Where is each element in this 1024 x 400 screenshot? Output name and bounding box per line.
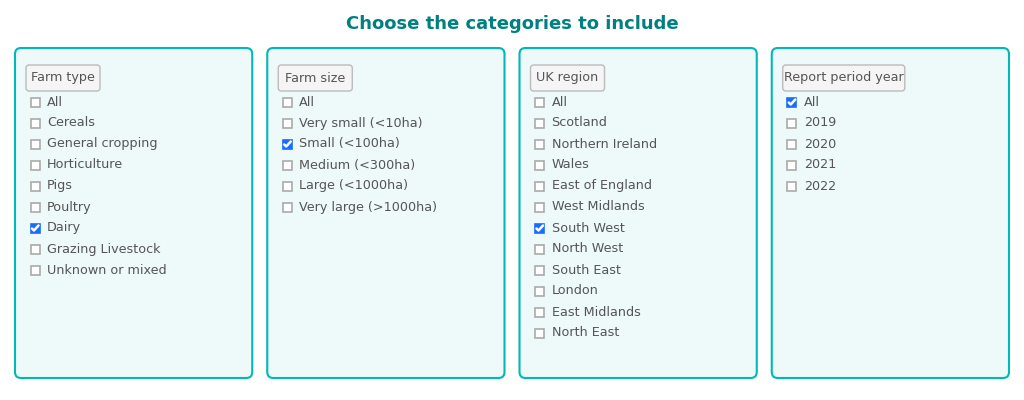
Text: Farm type: Farm type (31, 72, 95, 84)
Bar (535, 266, 544, 274)
Bar (31, 202, 40, 212)
Bar (787, 118, 797, 128)
Bar (31, 140, 40, 148)
Bar (31, 182, 40, 190)
Text: Horticulture: Horticulture (47, 158, 123, 172)
FancyBboxPatch shape (519, 48, 757, 378)
Text: Very large (>1000ha): Very large (>1000ha) (299, 200, 437, 214)
Text: Dairy: Dairy (47, 222, 81, 234)
Text: Farm size: Farm size (285, 72, 345, 84)
Text: 2019: 2019 (804, 116, 836, 130)
Text: Choose the categories to include: Choose the categories to include (346, 15, 678, 33)
Text: East of England: East of England (552, 180, 651, 192)
Bar (283, 140, 292, 148)
Bar (31, 244, 40, 254)
Text: All: All (47, 96, 63, 108)
Text: All: All (299, 96, 315, 108)
Text: South East: South East (552, 264, 621, 276)
Text: General cropping: General cropping (47, 138, 158, 150)
Bar (787, 98, 797, 106)
Text: East Midlands: East Midlands (552, 306, 640, 318)
Text: 2021: 2021 (804, 158, 836, 172)
Bar (283, 98, 292, 106)
Bar (31, 160, 40, 170)
Bar (31, 266, 40, 274)
FancyBboxPatch shape (267, 48, 505, 378)
Bar (31, 98, 40, 106)
FancyBboxPatch shape (26, 65, 100, 91)
Text: Very small (<10ha): Very small (<10ha) (299, 116, 423, 130)
Text: All: All (552, 96, 567, 108)
Bar (31, 118, 40, 128)
Bar (535, 98, 544, 106)
Bar (787, 182, 797, 190)
Text: Poultry: Poultry (47, 200, 91, 214)
Text: West Midlands: West Midlands (552, 200, 644, 214)
Text: Scotland: Scotland (552, 116, 607, 130)
Bar (283, 182, 292, 190)
Text: Grazing Livestock: Grazing Livestock (47, 242, 161, 256)
FancyBboxPatch shape (772, 48, 1009, 378)
Text: Wales: Wales (552, 158, 590, 172)
Text: Unknown or mixed: Unknown or mixed (47, 264, 167, 276)
Text: Large (<1000ha): Large (<1000ha) (299, 180, 409, 192)
Text: North West: North West (552, 242, 623, 256)
Bar (283, 202, 292, 212)
Bar (787, 140, 797, 148)
Text: Small (<100ha): Small (<100ha) (299, 138, 400, 150)
Text: Pigs: Pigs (47, 180, 73, 192)
Bar (535, 140, 544, 148)
Bar (787, 160, 797, 170)
Bar (535, 244, 544, 254)
Text: Report period year: Report period year (784, 72, 903, 84)
Bar (535, 286, 544, 296)
FancyBboxPatch shape (279, 65, 352, 91)
Bar (31, 224, 40, 232)
Bar (535, 202, 544, 212)
Text: Medium (<300ha): Medium (<300ha) (299, 158, 416, 172)
Bar (535, 328, 544, 338)
Text: 2020: 2020 (804, 138, 836, 150)
FancyBboxPatch shape (15, 48, 252, 378)
Bar (535, 182, 544, 190)
Text: All: All (804, 96, 820, 108)
Bar (535, 308, 544, 316)
FancyBboxPatch shape (782, 65, 905, 91)
Text: Northern Ireland: Northern Ireland (552, 138, 656, 150)
Text: Cereals: Cereals (47, 116, 95, 130)
Bar (535, 224, 544, 232)
Text: 2022: 2022 (804, 180, 836, 192)
Text: London: London (552, 284, 598, 298)
Bar (283, 160, 292, 170)
Bar (283, 118, 292, 128)
Bar (535, 118, 544, 128)
FancyBboxPatch shape (530, 65, 604, 91)
Bar (535, 160, 544, 170)
Text: UK region: UK region (537, 72, 599, 84)
Text: North East: North East (552, 326, 618, 340)
Text: South West: South West (552, 222, 625, 234)
